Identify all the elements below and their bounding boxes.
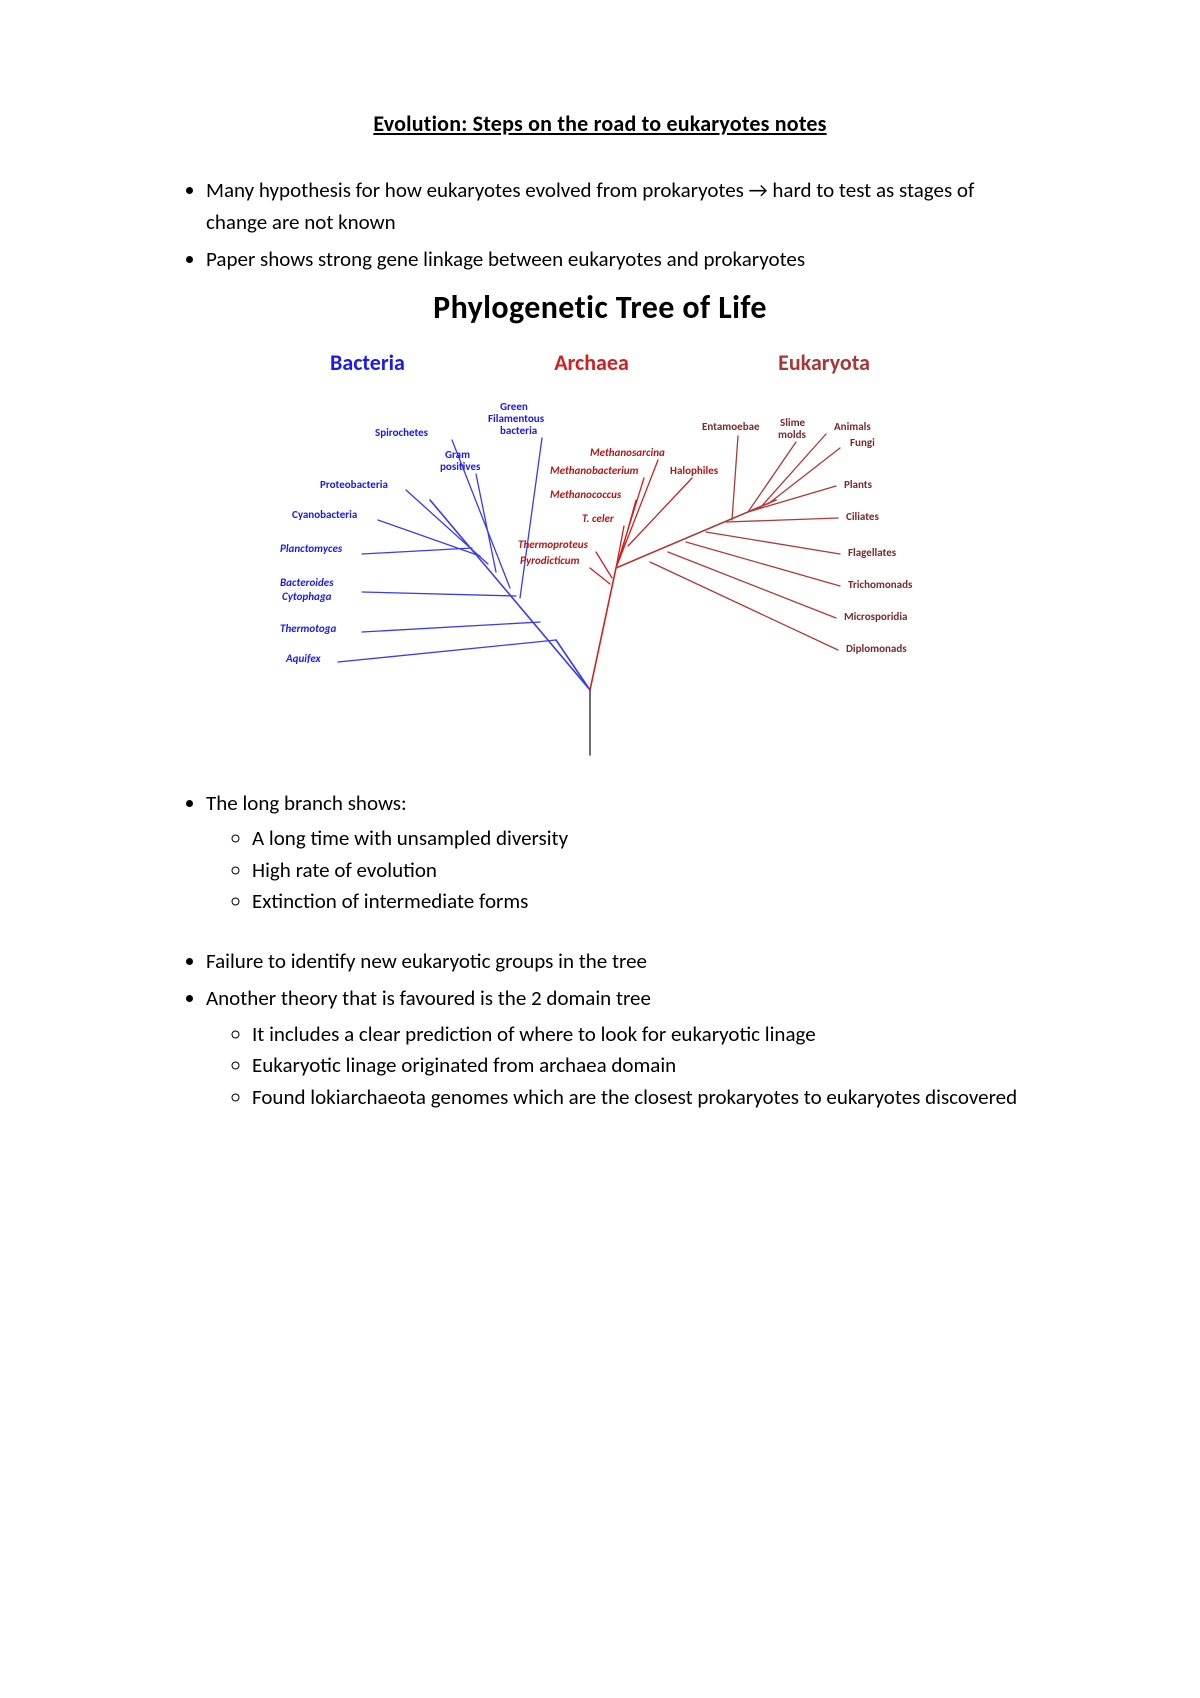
svg-text:bacteria: bacteria [500, 424, 537, 437]
domain-headers: Bacteria Archaea Eukaryota [320, 349, 880, 376]
sub-bullet-item: Eukaryotic linage originated from archae… [252, 1050, 1040, 1082]
sub-bullet-list: A long time with unsampled diversity Hig… [206, 823, 1040, 918]
svg-text:Animals: Animals [834, 420, 871, 433]
domain-eukaryota-label: Eukaryota [778, 349, 870, 376]
svg-text:Halophiles: Halophiles [670, 464, 719, 477]
svg-text:Diplomonads: Diplomonads [846, 642, 907, 655]
sub-bullet-list: It includes a clear prediction of where … [206, 1019, 1040, 1114]
mid-bullet-list: The long branch shows: A long time with … [160, 788, 1040, 918]
svg-text:Aquifex: Aquifex [285, 652, 321, 665]
page-title: Evolution: Steps on the road to eukaryot… [160, 110, 1040, 137]
svg-text:Cyanobacteria: Cyanobacteria [292, 508, 357, 521]
tree-title: Phylogenetic Tree of Life [160, 288, 1040, 327]
bullet-item: Many hypothesis for how eukaryotes evolv… [206, 175, 1040, 238]
bullet-text: The long branch shows: [206, 790, 407, 816]
svg-text:Methanosarcina: Methanosarcina [590, 446, 665, 459]
bullet-item: Paper shows strong gene linkage between … [206, 244, 1040, 276]
svg-text:Cytophaga: Cytophaga [282, 590, 332, 603]
svg-text:Ciliates: Ciliates [846, 510, 879, 523]
top-bullet-list: Many hypothesis for how eukaryotes evolv… [160, 175, 1040, 276]
svg-text:Methanococcus: Methanococcus [550, 488, 622, 501]
sub-bullet-item: It includes a clear prediction of where … [252, 1019, 1040, 1051]
svg-text:Methanobacterium: Methanobacterium [550, 464, 639, 477]
sub-bullet-item: High rate of evolution [252, 855, 1040, 887]
svg-text:Planctomyces: Planctomyces [280, 542, 343, 555]
svg-text:Bacteroides: Bacteroides [280, 576, 334, 589]
svg-text:Proteobacteria: Proteobacteria [320, 478, 388, 491]
svg-text:Fungi: Fungi [850, 436, 875, 449]
sub-bullet-item: Found lokiarchaeota genomes which are th… [252, 1082, 1040, 1114]
svg-text:T. celer: T. celer [582, 512, 614, 525]
svg-text:positives: positives [440, 460, 481, 473]
tree-svg: GreenFilamentousbacteriaSpirochetesGramp… [220, 380, 980, 760]
svg-text:Pyrodicticum: Pyrodicticum [520, 554, 580, 567]
svg-text:Thermotoga: Thermotoga [280, 622, 336, 635]
svg-text:Spirochetes: Spirochetes [375, 426, 429, 439]
bullet-item: Failure to identify new eukaryotic group… [206, 946, 1040, 978]
domain-bacteria-label: Bacteria [330, 349, 405, 376]
svg-text:Plants: Plants [844, 478, 873, 491]
svg-text:Thermoproteus: Thermoproteus [518, 538, 589, 551]
bottom-bullet-list: Failure to identify new eukaryotic group… [160, 946, 1040, 1114]
sub-bullet-item: A long time with unsampled diversity [252, 823, 1040, 855]
page: Evolution: Steps on the road to eukaryot… [0, 0, 1200, 1698]
domain-archaea-label: Archaea [554, 349, 629, 376]
svg-text:Flagellates: Flagellates [848, 546, 897, 559]
svg-text:Entamoebae: Entamoebae [702, 420, 760, 433]
svg-text:Microsporidia: Microsporidia [844, 610, 907, 623]
sub-bullet-item: Extinction of intermediate forms [252, 886, 1040, 918]
phylogenetic-tree-diagram: Bacteria Archaea Eukaryota GreenFilament… [220, 349, 980, 760]
svg-text:molds: molds [778, 428, 806, 441]
bullet-text: Another theory that is favoured is the 2… [206, 985, 651, 1011]
svg-text:Trichomonads: Trichomonads [848, 578, 913, 591]
bullet-item: The long branch shows: A long time with … [206, 788, 1040, 918]
bullet-item: Another theory that is favoured is the 2… [206, 983, 1040, 1113]
